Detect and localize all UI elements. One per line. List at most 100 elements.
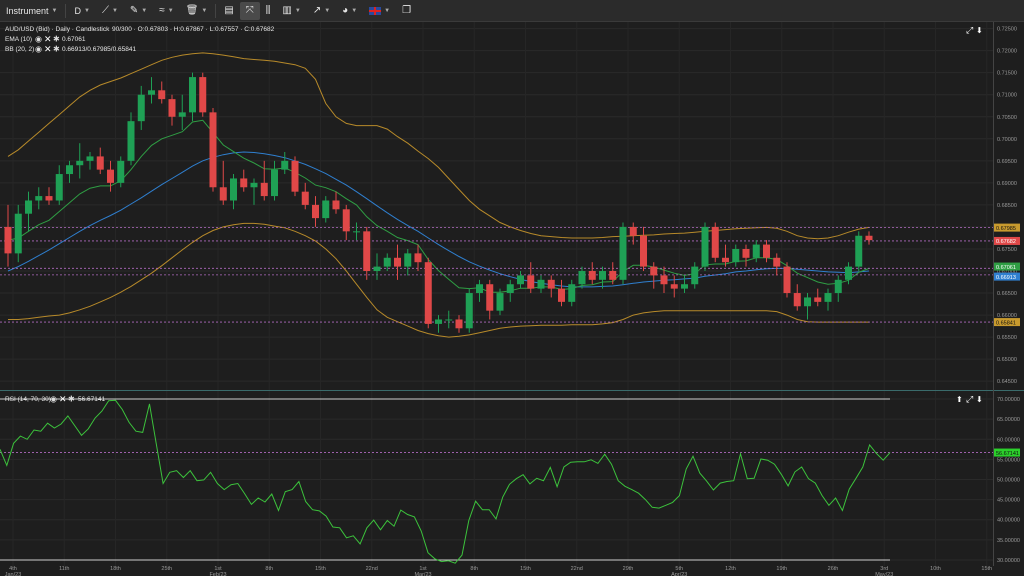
maximize-icon[interactable]: ⤢ — [965, 25, 973, 35]
candle-up — [691, 266, 699, 285]
theme-button[interactable]: ◕ ▼ — [336, 2, 363, 20]
candle-down — [291, 160, 299, 192]
candle-up — [537, 279, 545, 289]
eye-icon[interactable]: ◉ — [50, 395, 57, 404]
candle-up — [578, 271, 586, 285]
x-tick-label: 1st — [419, 566, 427, 572]
timeframe-dropdown[interactable]: D ▼ — [68, 2, 95, 20]
candle-up — [855, 235, 863, 267]
chevron-down-icon: ▼ — [294, 7, 301, 14]
candle-up — [322, 200, 330, 219]
candle-up — [445, 319, 453, 321]
trash-icon: 🗑 — [185, 4, 199, 16]
candle-up — [353, 231, 360, 233]
rsi-y-tick-label: 45.00000 — [997, 498, 1020, 504]
delete-button[interactable]: 🗑 ▼ — [180, 2, 214, 20]
toolbar-divider — [65, 3, 67, 18]
badge-bb-upper: 0.67985 — [996, 226, 1016, 232]
maximize-icon[interactable]: ⤢ — [965, 394, 973, 404]
x-tick-label: 8th — [470, 566, 478, 572]
badge-rsi-bg — [994, 448, 1020, 457]
eye-icon[interactable]: ◉ — [35, 45, 42, 54]
badge-bb-mid-bg — [994, 272, 1020, 281]
chart-style-button[interactable]: ▥ ▼ — [276, 2, 306, 20]
eye-icon[interactable]: ◉ — [35, 35, 42, 44]
candle-up — [373, 266, 381, 272]
close-icon[interactable]: ✕ — [44, 34, 52, 44]
candles — [4, 72, 873, 333]
popout-button[interactable]: ❐ — [396, 2, 417, 20]
candle-down — [588, 271, 596, 280]
badge-last-price-bg — [994, 236, 1020, 245]
arrow-down-icon[interactable]: ⬇ — [976, 26, 983, 35]
gear-icon[interactable]: ✱ — [53, 45, 60, 54]
candle-down — [486, 284, 494, 311]
y-tick-label: 0.65500 — [997, 335, 1017, 341]
candle-down — [260, 182, 268, 197]
x-tick-label: 26th — [828, 566, 839, 572]
legend-ohlc: 90/300 · O:0.67803 · H:0.67867 · L:0.675… — [112, 26, 275, 33]
layout-button[interactable]: ▤ — [218, 2, 239, 20]
candle-down — [609, 271, 617, 280]
candle-up — [55, 174, 63, 201]
line-tool-button[interactable]: ⟋ ▼ — [96, 2, 124, 20]
candle-down — [455, 319, 463, 329]
y-tick-label: 0.71500 — [997, 71, 1017, 77]
candle-down — [783, 266, 791, 294]
chevron-down-icon: ▼ — [201, 7, 208, 14]
arrow-up-icon[interactable]: ⬆ — [956, 395, 963, 404]
indicator-button[interactable]: ≈ ▼ — [153, 2, 179, 20]
candle-down — [312, 204, 319, 219]
x-tick-month-label: Apr/23 — [671, 572, 687, 576]
x-tick-month-label: Feb/23 — [209, 572, 226, 576]
chart-type-button[interactable]: ⫼ — [260, 2, 277, 20]
y-tick-label: 0.66000 — [997, 313, 1017, 319]
gear-icon[interactable]: ✱ — [68, 395, 75, 404]
trend-button[interactable]: ↗ ▼ — [307, 2, 336, 20]
fullscreen-button[interactable]: ⤧ — [239, 1, 260, 20]
badge-bb-lower-bg — [994, 318, 1020, 327]
candle-up — [86, 156, 94, 161]
language-button[interactable]: ▼ — [363, 2, 396, 20]
palette-icon: ◕ — [342, 4, 349, 16]
candle-down — [629, 226, 637, 236]
candle-up — [701, 226, 709, 267]
instrument-dropdown[interactable]: Instrument ▼ — [0, 2, 63, 20]
candle-down — [763, 244, 770, 258]
price-level-lines — [0, 227, 993, 323]
candle-down — [209, 112, 217, 188]
candle-down — [660, 275, 668, 285]
candle-down — [107, 169, 114, 183]
candle-down — [722, 257, 729, 263]
candle-down — [814, 297, 822, 302]
candle-down — [4, 226, 12, 254]
y-tick-label: 0.69500 — [997, 159, 1017, 165]
close-icon[interactable]: ✕ — [59, 394, 67, 404]
draw-tool-button[interactable]: ✎ ▼ — [124, 2, 153, 20]
badge-ema: 0.67061 — [996, 265, 1016, 271]
candle-down — [199, 77, 207, 113]
close-icon[interactable]: ✕ — [44, 44, 52, 54]
x-tick-label: 5th — [675, 566, 683, 572]
rsi-y-tick-label: 35.00000 — [997, 538, 1020, 544]
candle-up — [271, 169, 278, 197]
y-tick-label: 0.70000 — [997, 137, 1017, 143]
candle-down — [424, 262, 432, 324]
instrument-label: Instrument — [6, 5, 49, 16]
candle-up — [35, 196, 43, 201]
badge-ema-bg — [994, 262, 1020, 271]
x-tick-label: 11th — [59, 566, 69, 572]
legend-symbol: AUD/USD (Bid) · Daily · Candlestick — [5, 26, 110, 33]
bb-lower-line — [8, 222, 869, 338]
arrow-down-icon[interactable]: ⬇ — [976, 395, 983, 404]
candle-up — [732, 248, 740, 263]
x-tick-label: 3rd — [880, 566, 888, 572]
candle-up — [127, 121, 135, 161]
gear-icon[interactable]: ✱ — [53, 35, 60, 44]
candle-down — [45, 196, 53, 201]
candle-up — [599, 271, 606, 280]
candle-down — [547, 279, 555, 289]
bollinger-bands — [7, 52, 870, 338]
trend-icon: ↗ — [312, 4, 322, 16]
